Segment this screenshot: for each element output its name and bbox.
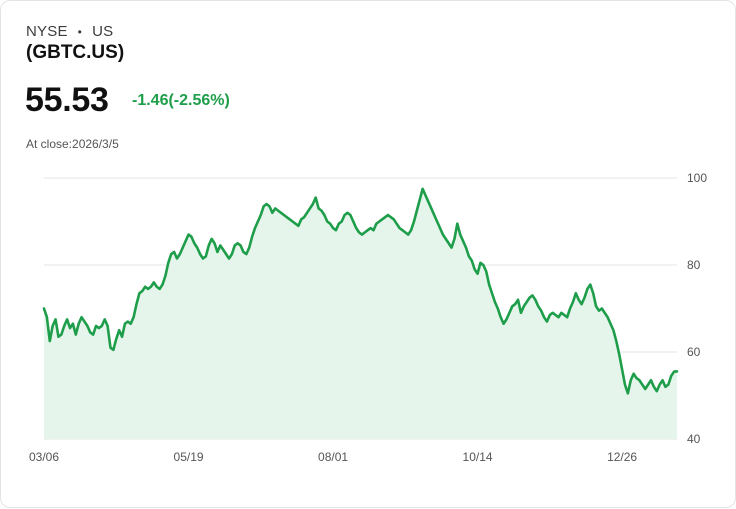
x-tick-label: 12/26 <box>607 450 637 464</box>
close-label: At close: <box>26 137 73 151</box>
price-area-fill <box>44 188 677 439</box>
y-tick-label: 60 <box>687 345 701 359</box>
y-tick-label: 80 <box>687 258 701 272</box>
exchange-row: NYSE • US <box>26 23 113 40</box>
price-line <box>42 187 679 395</box>
x-tick-label: 08/01 <box>318 450 348 464</box>
ticker-symbol: (GBTC.US) <box>26 42 125 63</box>
exchange-name: NYSE <box>26 23 68 40</box>
y-axis-ticks: 100 80 60 40 <box>687 171 707 446</box>
close-info: At close:2026/3/5 <box>26 137 119 151</box>
x-tick-label: 03/06 <box>29 450 59 464</box>
x-tick-label: 05/19 <box>174 450 204 464</box>
x-tick-label: 10/14 <box>463 450 493 464</box>
x-axis-ticks: 03/06 05/19 08/01 10/14 12/26 <box>29 450 637 464</box>
close-date: 2026/3/5 <box>72 137 119 151</box>
separator-dot: • <box>77 24 83 39</box>
price-change: -1.46(-2.56%) <box>132 92 230 109</box>
region-name: US <box>92 23 114 40</box>
current-price: 55.53 <box>25 81 109 119</box>
y-tick-label: 100 <box>687 171 707 185</box>
y-tick-label: 40 <box>687 432 701 446</box>
